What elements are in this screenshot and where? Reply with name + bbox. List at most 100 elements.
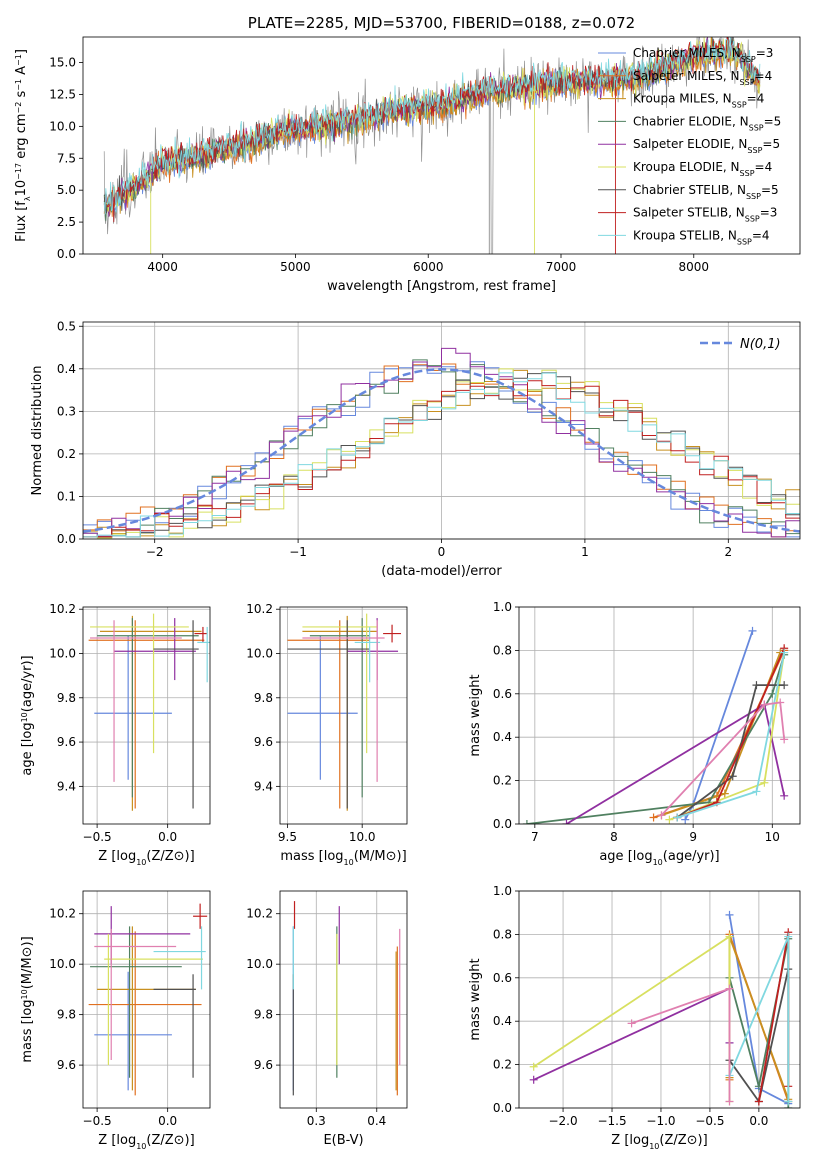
y-tick-label: 0.8 — [493, 643, 512, 657]
text-segment: mass weight — [468, 674, 483, 756]
y-tick-label: 15.0 — [49, 56, 76, 70]
y-tick-label: 0.0 — [57, 247, 76, 261]
weight-marker — [780, 791, 789, 800]
axes-frame — [518, 606, 801, 825]
weight-series-10 — [660, 701, 786, 816]
y-tick-label: 0.6 — [493, 687, 512, 701]
x-axis-label: E(B-V) — [323, 1133, 363, 1148]
y-axis-label: mass weight — [468, 674, 483, 756]
x-tick-label: 0.4 — [367, 1114, 386, 1128]
x-tick-label: 7 — [531, 830, 539, 844]
text-segment: wavelength [Angstrom, rest frame] — [327, 279, 556, 294]
x-tick-label: 10 — [765, 830, 780, 844]
y-tick-label: 10.0 — [246, 957, 273, 971]
y-tick-label: 7.5 — [57, 151, 76, 165]
errorbar-area — [292, 901, 401, 1096]
y-axis-label: mass [log10(M/M⊙)] — [20, 936, 36, 1062]
x-tick-label: 0.3 — [307, 1114, 326, 1128]
x-tick-label: −1 — [289, 545, 307, 559]
legend-label: N(0,1) — [740, 337, 781, 352]
text-segment: Kroupa ELODIE, N — [633, 160, 740, 174]
x-tick-label: −0.5 — [83, 830, 112, 844]
weight-marker — [780, 681, 789, 690]
text-segment: age [log — [599, 849, 652, 864]
text-segment: Kroupa MILES, N — [633, 92, 732, 106]
y-tick-label: 0.4 — [57, 362, 76, 376]
legend-label-1: Chabrier MILES, NSSP=3 — [633, 46, 773, 64]
y-tick-label: 0.4 — [493, 1014, 512, 1028]
weight-marker — [760, 700, 769, 709]
weight-marker — [627, 1019, 636, 1028]
axes-frame — [82, 36, 801, 255]
text-segment: E(B-V) — [323, 1133, 363, 1148]
axes-frame — [279, 606, 408, 825]
text-segment: (Z/Z⊙)] — [146, 849, 194, 864]
weight-marker — [780, 735, 789, 744]
y-tick-label: 9.4 — [57, 779, 76, 793]
axes-frame — [518, 890, 801, 1109]
x-tick-label: 0.0 — [158, 1114, 177, 1128]
weight-marker — [748, 626, 757, 635]
errorbar-area — [287, 613, 402, 811]
text-segment: −2 — [14, 102, 23, 114]
axes-spectrum: 4000 5000 6000 7000 8000 0.0 2.5 5.0 7.5 10.0 12.5… — [14, 14, 801, 294]
axes-frame — [82, 890, 211, 1109]
y-tick-label: 0.0 — [493, 1101, 512, 1115]
text-segment: 10 — [344, 858, 354, 867]
x-tick-label: 0.0 — [158, 830, 177, 844]
weight-marker — [725, 984, 734, 993]
x-tick-label: −0.5 — [83, 1114, 112, 1128]
text-segment: 10 — [14, 180, 29, 197]
y-tick-label: 0.8 — [493, 927, 512, 941]
text-segment: ] — [14, 49, 29, 54]
axes-mass-vs-Z: −0.5 0.09.69.810.010.2Z [log10(Z/Z⊙)]mass… — [20, 890, 211, 1151]
text-segment: 10 — [653, 858, 663, 867]
x-tick-label: 8 — [610, 830, 618, 844]
weight-marker — [752, 681, 761, 690]
text-segment: SSP — [740, 77, 755, 86]
weight-marker — [784, 932, 793, 941]
y-tick-label: 2.5 — [57, 215, 76, 229]
text-segment: =4 — [755, 69, 773, 83]
histogram-area — [83, 347, 800, 539]
text-segment: s — [14, 91, 29, 102]
weight-marker — [657, 811, 666, 820]
y-tick-label: 0.2 — [493, 1058, 512, 1072]
text-segment: =4 — [752, 228, 770, 242]
text-segment: (data-model)/error — [381, 564, 502, 579]
weight-marker — [529, 1075, 538, 1084]
y-tick-label: 10.0 — [246, 647, 273, 661]
text-segment: Salpeter MILES, N — [633, 69, 740, 83]
text-segment: =4 — [747, 92, 765, 106]
y-tick-label: 0.3 — [57, 404, 76, 418]
weight-marker — [780, 648, 789, 657]
text-segment: SSP — [740, 169, 755, 178]
weight-marker — [681, 815, 690, 824]
x-tick-label: −2 — [146, 545, 164, 559]
legend-label-9: Kroupa STELIB, NSSP=4 — [633, 228, 770, 246]
text-segment: mass [log — [20, 999, 35, 1062]
y-tick-label: 0.0 — [493, 817, 512, 831]
y-axis-label: Flux [fλ10−17 erg cm−2 s−1 A−1] — [14, 49, 32, 242]
text-segment: mass [log — [280, 849, 343, 864]
text-segment: =3 — [760, 206, 778, 220]
y-tick-label: 0.1 — [57, 489, 76, 503]
text-segment: =5 — [764, 114, 782, 128]
chart-title: PLATE=2285, MJD=53700, FIBERID=0188, z=0… — [248, 14, 635, 32]
model-spectrum-8 — [103, 37, 760, 223]
text-segment: 10 — [136, 858, 146, 867]
y-tick-label: 9.6 — [254, 735, 273, 749]
weight-series-10 — [631, 987, 731, 1102]
axes-frame — [82, 321, 801, 540]
text-segment: 10 — [20, 989, 29, 999]
text-segment: =5 — [761, 183, 779, 197]
x-axis-label: Z [log10(Z/Z⊙)] — [611, 1133, 707, 1151]
axes-age-vs-mass: 9.5 10.0 9.4 9.6 9.8 10.0 10.2 mass [log10(M/M⊙… — [246, 602, 408, 867]
legend-label-3: Kroupa MILES, NSSP=4 — [633, 92, 764, 110]
text-segment: age [log — [20, 722, 35, 775]
x-tick-label: 10.0 — [349, 830, 376, 844]
text-segment: −1 — [14, 54, 23, 66]
weight-marker — [784, 1097, 793, 1106]
